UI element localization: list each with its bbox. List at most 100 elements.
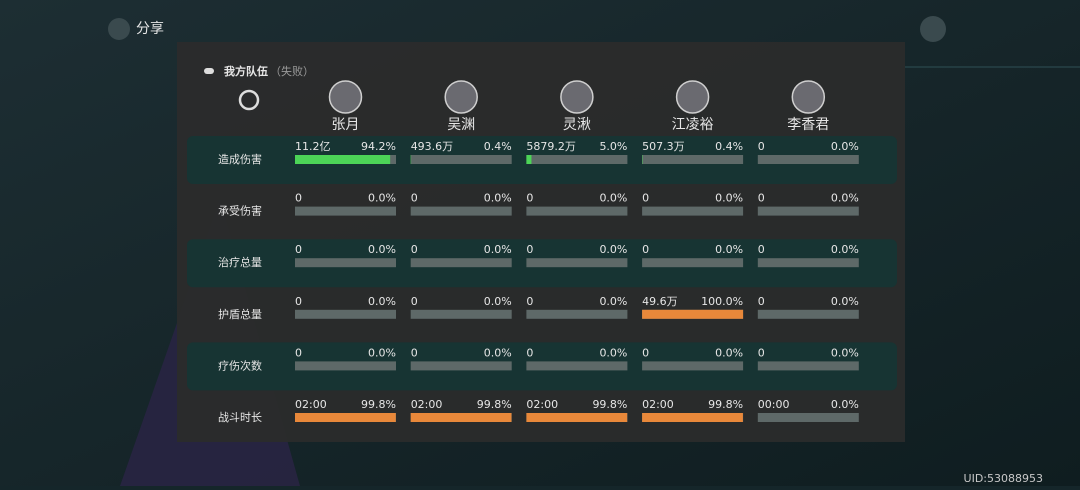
bar-track — [526, 361, 627, 370]
cell-share: 0.0% — [715, 192, 743, 205]
player-name: 张月 — [332, 117, 360, 133]
bar-track — [526, 155, 627, 164]
avatar — [561, 81, 593, 113]
row-label: 造成伤害 — [218, 152, 262, 166]
cell-share: 0.0% — [484, 243, 512, 256]
cell-share: 0.0% — [715, 346, 743, 359]
cell-amount: 0 — [526, 295, 533, 308]
cell-share: 0.0% — [484, 192, 512, 205]
cell-share: 99.8% — [477, 398, 512, 411]
bar-fill — [526, 155, 531, 164]
cell-amount: 0 — [758, 243, 765, 256]
cell-amount: 0 — [642, 346, 649, 359]
cell-share: 0.0% — [484, 346, 512, 359]
cell-amount: 11.2亿 — [295, 140, 331, 153]
cell-amount: 5879.2万 — [526, 140, 576, 153]
player-name: 吴渊 — [447, 117, 475, 133]
cell-amount: 0 — [642, 192, 649, 205]
cell-amount: 493.6万 — [411, 140, 454, 153]
cell-amount: 0 — [758, 346, 765, 359]
cell-amount: 0 — [411, 295, 418, 308]
bar-track — [411, 310, 512, 319]
cell-share: 100.0% — [701, 295, 743, 308]
avatar — [330, 81, 362, 113]
bar-track — [526, 207, 627, 216]
player-name: 灵湫 — [563, 117, 591, 133]
bar-track — [295, 361, 396, 370]
cell-amount: 49.6万 — [642, 295, 678, 308]
cell-amount: 0 — [758, 192, 765, 205]
cell-amount: 02:00 — [526, 398, 558, 411]
row-label: 承受伤害 — [218, 204, 262, 218]
avatar — [445, 81, 477, 113]
row-label: 战斗时长 — [218, 411, 262, 424]
cell-share: 0.0% — [831, 140, 859, 153]
cell-share: 0.0% — [831, 398, 859, 411]
cell-amount: 0 — [642, 243, 649, 256]
uid: UID:53088953 — [964, 472, 1043, 485]
bar-track — [411, 207, 512, 216]
bar-track — [411, 361, 512, 370]
cell-amount: 00:00 — [758, 398, 790, 411]
bar-track — [642, 155, 743, 164]
bar-track — [411, 258, 512, 267]
bar-track — [411, 155, 512, 164]
toggle-icon[interactable] — [204, 68, 214, 74]
bar-fill — [295, 155, 390, 164]
cell-amount: 02:00 — [642, 398, 674, 411]
team-status: （失败） — [270, 64, 314, 78]
cell-share: 0.0% — [599, 346, 627, 359]
cell-amount: 0 — [526, 192, 533, 205]
cell-amount: 0 — [295, 192, 302, 205]
cell-share: 99.8% — [592, 398, 627, 411]
cell-share: 0.0% — [368, 295, 396, 308]
stats-icon[interactable] — [920, 16, 946, 42]
bar-track — [295, 207, 396, 216]
cell-amount: 507.3万 — [642, 140, 685, 153]
cell-amount: 0 — [758, 295, 765, 308]
cell-share: 94.2% — [361, 140, 396, 153]
cell-share: 0.0% — [599, 295, 627, 308]
bar-track — [642, 361, 743, 370]
cell-amount: 0 — [758, 140, 765, 153]
row-label: 护盾总量 — [218, 307, 262, 321]
cell-amount: 0 — [411, 192, 418, 205]
cell-amount: 0 — [295, 295, 302, 308]
bar-fill — [526, 413, 627, 422]
cell-share: 0.0% — [831, 243, 859, 256]
team-title: 我方队伍 — [224, 64, 268, 78]
cell-amount: 0 — [411, 346, 418, 359]
share-icon[interactable] — [108, 18, 130, 40]
bar-track — [758, 207, 859, 216]
cell-share: 0.0% — [599, 192, 627, 205]
cell-amount: 0 — [526, 346, 533, 359]
bar-fill — [411, 413, 512, 422]
bar-track — [758, 258, 859, 267]
cell-share: 0.0% — [831, 346, 859, 359]
bar-track — [758, 310, 859, 319]
cell-amount: 02:00 — [295, 398, 327, 411]
cell-share: 0.4% — [484, 140, 512, 153]
cell-amount: 0 — [295, 346, 302, 359]
bar-track — [758, 155, 859, 164]
share-label[interactable]: 分享 — [136, 20, 164, 37]
bar-track — [295, 310, 396, 319]
cell-share: 99.8% — [708, 398, 743, 411]
cell-share: 0.0% — [484, 295, 512, 308]
cell-share: 99.8% — [361, 398, 396, 411]
cell-share: 0.0% — [715, 243, 743, 256]
cell-share: 0.0% — [831, 192, 859, 205]
cell-amount: 0 — [411, 243, 418, 256]
bar-track — [642, 207, 743, 216]
bar-fill — [295, 413, 396, 422]
bar-track — [295, 258, 396, 267]
player-name: 江凌裕 — [672, 117, 714, 133]
bar-fill — [642, 413, 743, 422]
cell-share: 0.0% — [368, 243, 396, 256]
cell-amount: 0 — [526, 243, 533, 256]
avatar — [792, 81, 824, 113]
cell-amount: 02:00 — [411, 398, 443, 411]
row-label: 治疗总量 — [218, 255, 262, 269]
